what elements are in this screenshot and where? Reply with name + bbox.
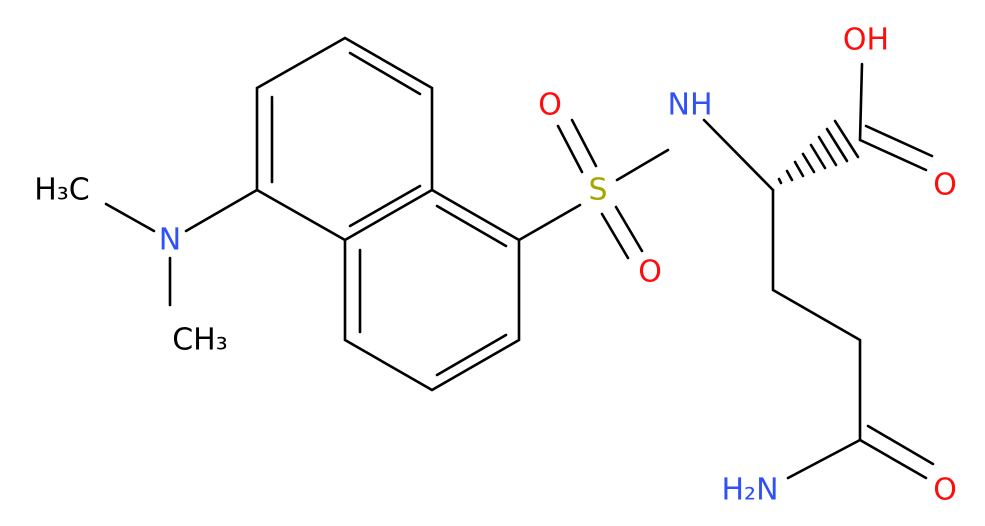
double-bond bbox=[348, 184, 422, 228]
ring bbox=[255, 36, 434, 242]
double-bond bbox=[435, 204, 508, 248]
double-bond bbox=[348, 51, 422, 96]
double-bond bbox=[435, 333, 508, 377]
atom-label: O bbox=[933, 473, 957, 508]
hashed-wedge bbox=[777, 119, 860, 185]
bonds bbox=[104, 36, 935, 480]
bond bbox=[858, 62, 864, 142]
ring bbox=[343, 188, 521, 392]
atom-label: H₃C bbox=[34, 173, 90, 208]
atom-label: O bbox=[538, 88, 562, 123]
bond bbox=[702, 118, 775, 192]
atom-label: CH₃ bbox=[172, 323, 228, 358]
double-bond bbox=[600, 212, 630, 260]
atom-label: O bbox=[933, 168, 957, 203]
atom-label: OH bbox=[843, 23, 889, 58]
double-bond bbox=[570, 118, 598, 168]
double-bond bbox=[858, 438, 928, 480]
atom-label: N bbox=[159, 223, 181, 258]
bond bbox=[104, 202, 156, 233]
bond bbox=[615, 148, 670, 182]
double-bond bbox=[556, 124, 584, 174]
atom-label: O bbox=[638, 255, 662, 290]
bond bbox=[184, 188, 259, 233]
bond bbox=[786, 438, 862, 480]
chain bbox=[771, 188, 862, 442]
atom-label: H₂N bbox=[721, 473, 778, 508]
atom-label: S bbox=[588, 173, 607, 208]
double-bond bbox=[614, 205, 644, 253]
bond bbox=[517, 203, 582, 242]
atom-labels: H₃C N CH₃ S O O NH OH O H₂N O bbox=[34, 23, 957, 508]
double-bond bbox=[866, 424, 935, 466]
atom-label: NH bbox=[668, 88, 713, 123]
double-bond bbox=[864, 124, 934, 158]
double-bond bbox=[858, 138, 928, 172]
